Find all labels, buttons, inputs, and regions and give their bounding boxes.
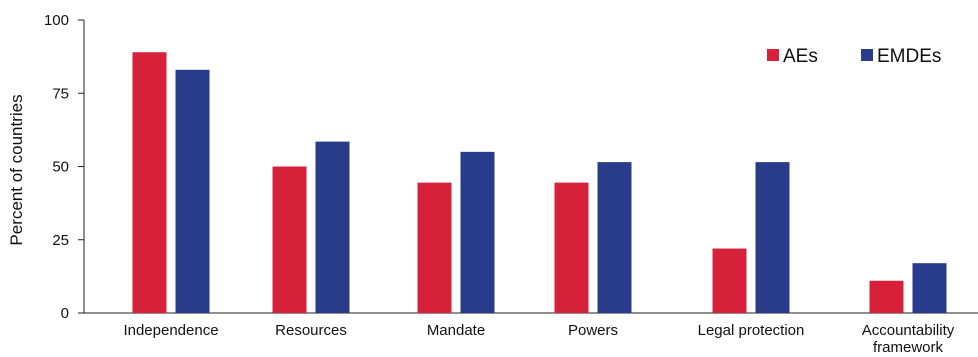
bar-emdes-legal-protection — [755, 162, 790, 313]
x-axis-labels: Independence Resources Mandate Powers Legal … — [123, 322, 954, 356]
bar-emdes-accountability-framework — [912, 263, 947, 313]
bar-emdes-powers — [597, 162, 632, 313]
y-tick-label: 0 — [61, 305, 69, 322]
bar-aes-independence — [132, 52, 167, 313]
legend: AEs EMDEs — [767, 46, 941, 67]
y-tick-label: 50 — [52, 159, 69, 176]
x-tick-label: Accountability framework — [862, 322, 955, 356]
bars — [132, 52, 947, 313]
y-tick-label: 100 — [44, 12, 69, 29]
y-tick-label: 75 — [52, 85, 69, 102]
x-tick-label: Powers — [568, 322, 618, 339]
x-tick-label: Independence — [123, 322, 218, 339]
y-axis-ticks: 0 25 50 75 100 — [44, 12, 84, 322]
bar-aes-powers — [554, 182, 589, 313]
legend-swatch-emdes — [861, 49, 873, 61]
y-tick-label: 25 — [52, 232, 69, 249]
bar-emdes-resources — [315, 141, 350, 313]
x-tick-label: Legal protection — [698, 322, 805, 339]
legend-label-emdes: EMDEs — [877, 46, 941, 67]
bar-aes-mandate — [417, 182, 452, 313]
bar-emdes-mandate — [460, 151, 495, 313]
legend-swatch-aes — [767, 49, 779, 61]
bar-aes-accountability-framework — [869, 280, 904, 313]
x-tick-label: Mandate — [427, 322, 485, 339]
legend-label-aes: AEs — [783, 46, 818, 67]
y-axis-title: Percent of countries — [7, 94, 26, 245]
x-tick-label: Resources — [275, 322, 347, 339]
bar-aes-legal-protection — [712, 248, 747, 313]
bar-emdes-independence — [175, 69, 210, 313]
bar-aes-resources — [272, 166, 307, 313]
